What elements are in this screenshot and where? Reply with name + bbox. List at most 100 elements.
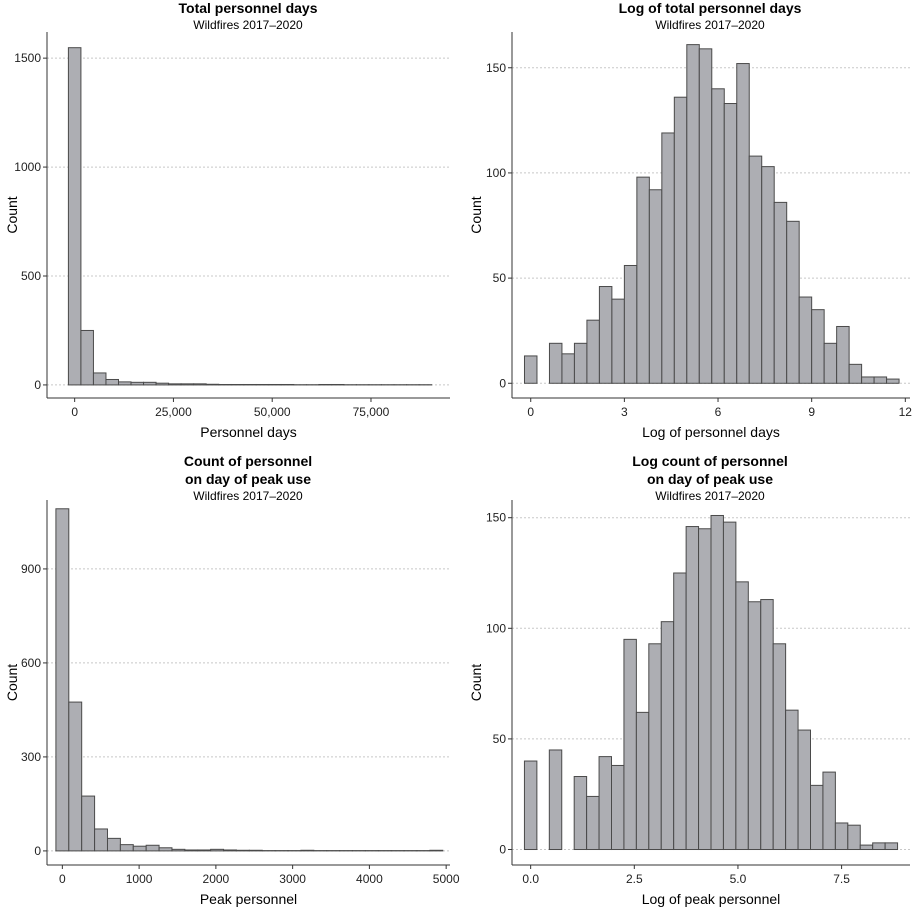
histogram-bar: [873, 376, 888, 384]
histogram-panel-1: 0 500 1000 1500 0 25,000 50,000 75,000 Total per…: [4, 0, 450, 440]
x-tick-label: 2.5: [626, 872, 643, 886]
x-tick-label: 50,000: [254, 405, 291, 419]
chart-subtitle: Wildfires 2017–2020: [655, 18, 765, 32]
histogram-panel-3: 0 300 600 900 0 1000 2000 3000 4000 5000 Count of …: [4, 453, 460, 907]
histogram-bar: [548, 342, 563, 384]
histogram-bar: [722, 521, 737, 851]
y-tick-label: 150: [486, 511, 506, 525]
x-tick-label: 5.0: [730, 872, 747, 886]
y-tick-label: 0: [499, 843, 506, 857]
x-axis-label: Log of personnel days: [642, 424, 780, 440]
histogram-bar: [823, 342, 838, 384]
histogram-bar: [119, 844, 134, 852]
x-tick-label: 4000: [356, 872, 383, 886]
y-tick-label: 1500: [14, 51, 41, 65]
y-axis-label: Count: [468, 664, 484, 701]
histogram-bar: [848, 363, 863, 384]
histogram-bar: [171, 848, 186, 852]
histogram-bar: [623, 638, 637, 851]
histogram-bar: [735, 581, 749, 851]
histogram-bar: [798, 296, 813, 384]
histogram-bar: [723, 103, 738, 384]
y-tick-label: 150: [486, 61, 506, 75]
histogram-bar: [155, 382, 170, 386]
histogram-bar: [548, 749, 563, 851]
histogram-bar: [248, 849, 263, 852]
histogram-bar: [611, 764, 625, 851]
chart-subtitle: Wildfires 2017–2020: [655, 489, 765, 503]
histogram-bar: [698, 528, 712, 851]
histogram-bar: [686, 44, 700, 384]
y-tick-label: 600: [21, 656, 41, 670]
y-tick-label: 100: [486, 621, 506, 635]
histogram-bar: [785, 709, 799, 851]
chart-title-line: on day of peak use: [647, 471, 773, 487]
y-tick-label: 500: [21, 269, 41, 283]
x-axis-label: Log of peak personnel: [642, 891, 781, 907]
histogram-bar: [168, 383, 182, 386]
histogram-bar: [143, 381, 157, 386]
y-axis-label: Count: [4, 196, 20, 233]
histogram-bar: [810, 784, 824, 851]
histogram-bar: [598, 286, 613, 384]
x-tick-label: 6: [715, 405, 722, 419]
histogram-bar: [635, 711, 650, 851]
y-tick-label: 1000: [14, 160, 41, 174]
histogram-panel-4: 0 50 100 150 0.0 2.5 5.0 7.5 Log count of person…: [468, 453, 910, 907]
histogram-bar: [611, 298, 625, 384]
histogram-bar: [92, 372, 107, 386]
histogram-bar: [586, 319, 600, 384]
histogram-bar: [685, 526, 700, 851]
y-tick-label: 50: [493, 271, 507, 285]
x-axis-label: Peak personnel: [200, 891, 297, 907]
histogram-bar: [872, 842, 886, 851]
x-tick-label: 2000: [203, 872, 230, 886]
histogram-bar: [834, 822, 849, 851]
histogram-bar: [886, 378, 900, 384]
histogram-bar: [180, 383, 195, 386]
histogram-bar: [561, 353, 575, 384]
histogram-bar: [197, 849, 212, 852]
histogram-bar: [429, 849, 444, 852]
histogram-bar: [772, 643, 787, 851]
x-tick-label: 1000: [126, 872, 153, 886]
histogram-bar: [748, 155, 763, 384]
x-tick-label: 0: [59, 872, 66, 886]
chart-title: Total personnel days: [179, 0, 318, 16]
x-tick-label: 0: [71, 405, 78, 419]
histogram-bar: [300, 849, 315, 852]
histogram-bar: [636, 176, 650, 384]
histogram-bar: [158, 847, 173, 852]
histogram-bar: [847, 824, 861, 851]
x-tick-label: 7.5: [833, 872, 850, 886]
histogram-bar: [710, 514, 724, 851]
y-tick-label: 0: [499, 376, 506, 390]
y-tick-label: 50: [493, 732, 507, 746]
histogram-bar: [884, 842, 899, 851]
y-axis-label: Count: [468, 196, 484, 233]
histogram-bar: [822, 771, 836, 851]
histogram-bar: [736, 63, 750, 384]
chart-subtitle: Wildfires 2017–2020: [193, 18, 303, 32]
x-tick-label: 12: [899, 405, 912, 419]
histogram-bar: [145, 844, 160, 852]
x-tick-label: 3: [621, 405, 628, 419]
chart-title-line: Count of personnel: [184, 453, 312, 469]
y-tick-label: 0: [34, 378, 41, 392]
histogram-bar: [184, 849, 199, 852]
histogram-bar: [761, 166, 775, 384]
x-tick-label: 25,000: [155, 405, 192, 419]
x-tick-label: 0.0: [522, 872, 539, 886]
histogram-bar: [673, 96, 688, 384]
histogram-bar: [235, 849, 250, 852]
chart-title: Log of total personnel days: [619, 0, 802, 16]
histogram-bar: [861, 376, 875, 384]
histogram-bar: [747, 601, 762, 851]
histogram-bar: [786, 220, 800, 384]
histogram-bar: [711, 88, 725, 384]
histogram-panel-2: 0 50 100 150 0 3 6 9 12 Log of total personnel da…: [468, 0, 912, 440]
histogram-bar: [661, 132, 675, 384]
histogram-bar: [94, 828, 108, 852]
histogram-bar: [80, 329, 94, 386]
